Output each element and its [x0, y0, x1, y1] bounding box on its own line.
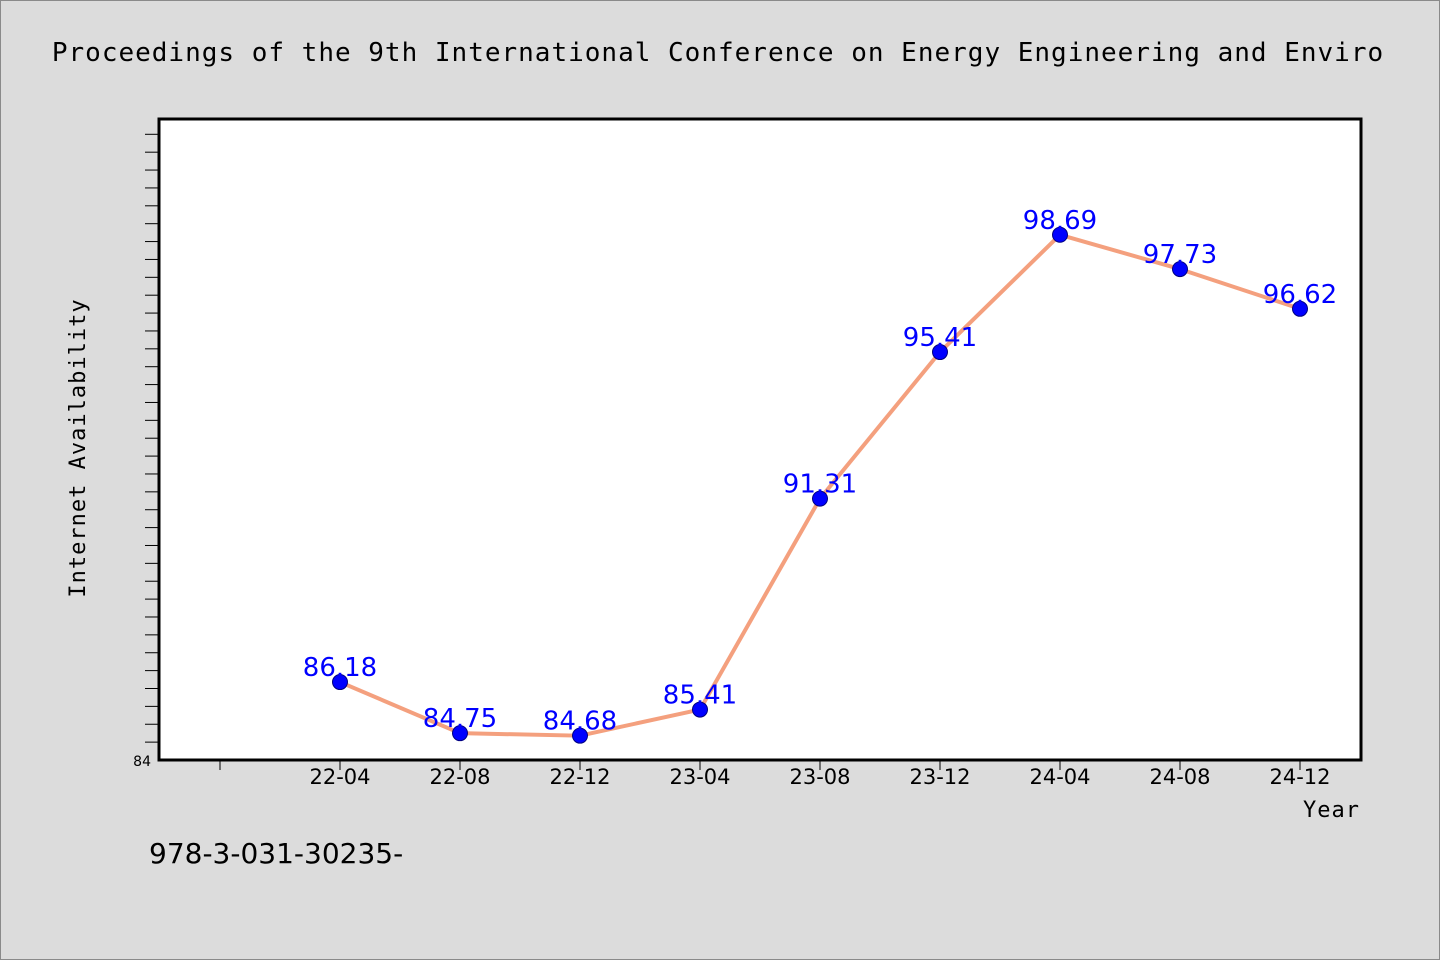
data-point: [1172, 261, 1188, 278]
chart-title: Proceedings of the 9th International Con…: [52, 38, 1384, 68]
data-point: [812, 490, 828, 507]
x-tick-label: 24-04: [1029, 765, 1090, 789]
x-tick-label: 22-08: [429, 765, 490, 789]
x-tick-label: 22-12: [549, 765, 610, 789]
y-tick-label-min: 84: [133, 754, 151, 770]
data-label: 84.68: [543, 707, 617, 737]
data-point: [932, 344, 948, 361]
footer-isbn: 978-3-031-30235-: [149, 837, 403, 870]
plot-area: [157, 117, 1363, 762]
data-label: 91.31: [783, 470, 857, 500]
x-axis-label: Year: [1303, 798, 1360, 823]
data-point: [1292, 300, 1308, 317]
data-label: 96.62: [1263, 280, 1337, 310]
data-point: [332, 674, 348, 691]
data-label: 98.69: [1023, 206, 1097, 236]
data-label: 97.73: [1143, 240, 1217, 270]
x-tick-label: 24-12: [1269, 765, 1330, 789]
data-point: [452, 725, 468, 742]
series-group: 86.18 84.75 84.68 85.41 91.31 95.41 98.69 97.73…: [303, 206, 1337, 744]
x-tick-label: 24-08: [1149, 765, 1210, 789]
data-label: 95.41: [903, 323, 977, 353]
x-tick-label: 23-04: [669, 765, 730, 789]
data-label: 85.41: [663, 681, 737, 711]
data-point: [1052, 226, 1068, 243]
y-axis-ticks: [145, 133, 159, 743]
data-point: [572, 727, 588, 744]
y-axis-label: Internet Availability: [66, 298, 91, 597]
data-label: 86.18: [303, 653, 377, 683]
data-label: 84.75: [423, 704, 497, 734]
x-axis-ticks: 22-04 22-08 22-12 23-04 23-08 23-12 24-04 24-08…: [219, 761, 1331, 789]
x-tick-label: 23-12: [909, 765, 970, 789]
data-point: [692, 701, 708, 718]
x-tick-label: 22-04: [309, 765, 370, 789]
x-tick-label: 23-08: [789, 765, 850, 789]
